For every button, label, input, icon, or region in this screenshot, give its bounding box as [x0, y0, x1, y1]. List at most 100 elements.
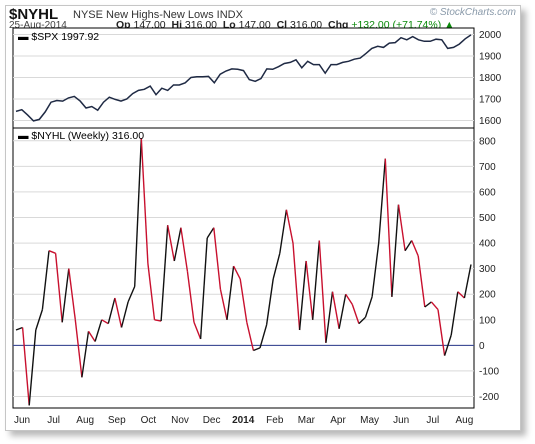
- nyhl-line-segment: [127, 286, 136, 303]
- nyhl-line-segment: [331, 291, 340, 329]
- nyhl-panel-title: ▬ $NYHL (Weekly) 316.00: [18, 130, 144, 142]
- x-axis-label: Mar: [298, 415, 316, 426]
- spx-y-tick-label: 1700: [479, 94, 502, 105]
- x-axis-label: Apr: [330, 415, 346, 426]
- nyhl-y-tick-label: 800: [479, 136, 496, 147]
- spx-y-tick-label: 1600: [479, 116, 502, 127]
- nyhl-line-segment: [81, 331, 90, 378]
- nyhl-line-segment: [15, 326, 23, 331]
- nyhl-line-segment: [450, 291, 459, 336]
- spx-panel-title: ▬ $SPX 1997.92: [18, 31, 99, 43]
- nyhl-line-segment: [364, 296, 373, 318]
- nyhl-y-tick-label: 500: [479, 213, 496, 224]
- nyhl-line-segment: [305, 260, 314, 320]
- nyhl-line-segment: [404, 240, 413, 252]
- spx-gridlines: [13, 33, 474, 121]
- nyhl-line-segment: [219, 288, 228, 320]
- nyhl-line-segment: [101, 319, 109, 325]
- nyhl-panel: -200 -100 0 100 200 300 400 500 600 700 800 ▬ $NYH…: [12, 127, 499, 409]
- spx-y-tick-label: 1800: [479, 73, 502, 84]
- nyhl-title-text: $NYHL (Weekly) 316.00: [31, 130, 144, 142]
- nyhl-line-segment: [94, 319, 103, 342]
- nyhl-line-segment: [41, 250, 50, 310]
- nyhl-line-segment: [457, 291, 465, 299]
- nyhl-line-segment: [443, 334, 452, 356]
- nyhl-line-segment: [417, 255, 426, 308]
- spx-y-tick-label: 2000: [479, 30, 502, 41]
- x-axis-label: Feb: [266, 415, 284, 426]
- nyhl-line-segment: [35, 309, 44, 331]
- nyhl-line-segment: [285, 209, 294, 244]
- nyhl-line-segment: [279, 209, 288, 254]
- chart-svg: 1600 1700 1800 1900 2000 ▬ $SPX 1997.92 -200…: [12, 27, 502, 426]
- nyhl-line-segment: [21, 327, 30, 406]
- nyhl-line-segment: [186, 271, 195, 323]
- nyhl-line-segment: [226, 266, 235, 320]
- spx-y-tick-label: 1900: [479, 51, 502, 62]
- nyhl-y-ticks: -200 -100 0 100 200 300 400 500 600 700 800: [479, 136, 499, 403]
- nyhl-line-segment: [259, 324, 268, 349]
- nyhl-line-segment: [298, 260, 307, 331]
- brand-watermark: © StockCharts.com: [429, 7, 516, 18]
- nyhl-line-segment: [147, 263, 156, 320]
- symbol-description: NYSE New Highs-New Lows: [73, 9, 214, 21]
- nyhl-series: [15, 138, 472, 406]
- spx-panel: 1600 1700 1800 1900 2000 ▬ $SPX 1997.92: [12, 27, 502, 129]
- x-axis-labels: Jun Jul Aug Sep Oct Nov Dec 2014 Feb Mar Apr May Jun…: [14, 415, 473, 426]
- spx-panel-border: [12, 27, 475, 129]
- x-axis-label: Jun: [393, 415, 409, 426]
- x-axis-label: Jul: [47, 415, 60, 426]
- nyhl-line-segment: [397, 204, 406, 251]
- nyhl-panel-border: [12, 127, 475, 409]
- cl-label: Cl: [276, 19, 288, 31]
- nyhl-line-segment: [199, 237, 208, 340]
- spx-title-text: $SPX 1997.92: [31, 31, 99, 43]
- nyhl-line-segment: [411, 240, 419, 257]
- nyhl-line-segment: [246, 322, 255, 351]
- nyhl-line-segment: [318, 240, 327, 343]
- nyhl-y-tick-label: 100: [479, 315, 496, 326]
- nyhl-line-segment: [87, 330, 96, 342]
- exchange-label: INDX: [216, 9, 243, 21]
- nyhl-line-segment: [430, 301, 439, 311]
- spx-series-line: [15, 34, 472, 122]
- x-axis-label: Jun: [14, 415, 30, 426]
- nyhl-line-segment: [312, 240, 320, 320]
- nyhl-line-segment: [74, 319, 83, 378]
- nyhl-line-segment: [265, 278, 274, 325]
- nyhl-line-segment: [378, 158, 386, 244]
- quote-date: 25-Aug-2014: [9, 20, 67, 31]
- nyhl-line-segment: [391, 204, 400, 297]
- x-axis-label: Oct: [141, 415, 157, 426]
- x-axis-label: Aug: [76, 415, 94, 426]
- nyhl-line-segment: [358, 316, 366, 325]
- nyhl-y-tick-label: 600: [479, 187, 496, 198]
- symbol-title: $NYHL: [9, 6, 59, 23]
- nyhl-title-marker: ▬: [18, 130, 31, 142]
- x-axis-label: 2014: [232, 415, 255, 426]
- chart-frame: $NYHL NYSE New Highs-New Lows INDX 25-Au…: [5, 5, 521, 431]
- nyhl-line-segment: [154, 319, 162, 322]
- x-axis-label: Aug: [456, 415, 474, 426]
- nyhl-y-tick-label: -200: [479, 392, 499, 403]
- nyhl-line-segment: [167, 225, 175, 262]
- x-axis-label: May: [360, 415, 379, 426]
- symbol-name: NYSE New Highs-New Lows INDX: [73, 9, 243, 21]
- nyhl-y-tick-label: 300: [479, 264, 496, 275]
- nyhl-line-segment: [437, 309, 446, 356]
- nyhl-line-segment: [424, 301, 432, 308]
- nyhl-line-segment: [107, 297, 116, 324]
- nyhl-line-segment: [384, 158, 393, 297]
- hi-label: Hi: [171, 19, 182, 31]
- x-axis-label: Sep: [108, 415, 126, 426]
- nyhl-line-segment: [48, 250, 56, 254]
- nyhl-line-segment: [371, 243, 380, 297]
- nyhl-line-segment: [239, 278, 248, 323]
- nyhl-line-segment: [61, 268, 70, 323]
- nyhl-line-segment: [180, 227, 189, 272]
- nyhl-line-segment: [206, 227, 215, 239]
- nyhl-line-segment: [213, 227, 222, 290]
- nyhl-line-segment: [351, 304, 360, 324]
- x-axis-label: Dec: [203, 415, 221, 426]
- nyhl-line-segment: [134, 138, 142, 287]
